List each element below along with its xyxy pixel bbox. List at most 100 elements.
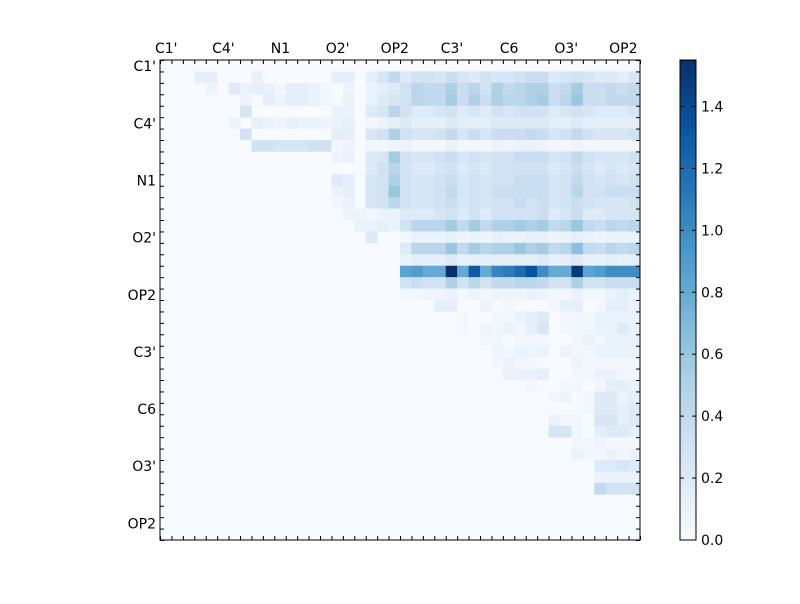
heatmap-cell <box>594 437 607 449</box>
heatmap-cell <box>480 128 492 141</box>
heatmap-cell <box>342 94 355 107</box>
heatmap-cell <box>594 391 607 404</box>
heatmap-cell <box>228 117 241 129</box>
heatmap-cell <box>628 460 641 472</box>
heatmap-cell <box>400 117 412 129</box>
heatmap-cell <box>525 254 538 267</box>
heatmap-cell <box>285 140 298 152</box>
heatmap-cell <box>594 208 607 221</box>
heatmap-cell <box>468 242 481 255</box>
heatmap-cell <box>537 220 549 232</box>
heatmap-cell <box>468 117 481 129</box>
heatmap-cell <box>388 105 401 118</box>
heatmap-cell <box>434 185 447 198</box>
heatmap-cell <box>342 140 355 152</box>
heatmap-cell <box>262 94 275 107</box>
heatmap-cell <box>514 151 527 164</box>
y-tick-label: C1' <box>133 59 156 75</box>
heatmap-cell <box>411 208 424 221</box>
heatmap-cell <box>445 174 458 187</box>
heatmap-cell <box>605 437 618 449</box>
heatmap-cell <box>537 140 549 152</box>
heatmap-cell <box>594 220 607 232</box>
heatmap-cell <box>411 185 424 198</box>
heatmap-cell <box>422 254 435 267</box>
heatmap-cell <box>491 71 504 84</box>
heatmap-cell <box>537 128 549 141</box>
heatmap-cell <box>491 220 504 232</box>
heatmap-cell <box>525 185 538 198</box>
heatmap-cell <box>457 174 469 187</box>
heatmap-cell <box>617 345 629 358</box>
heatmap-cell <box>365 185 378 198</box>
heatmap-cell <box>571 437 584 449</box>
heatmap-cell <box>560 174 572 187</box>
heatmap-cell <box>205 71 218 84</box>
heatmap-cell <box>491 265 504 278</box>
heatmap-cell <box>628 128 641 141</box>
axis-ticks <box>160 60 641 541</box>
heatmap-cell <box>560 300 572 312</box>
heatmap-cell <box>594 162 607 175</box>
x-tick-label: OP2 <box>381 41 409 57</box>
heatmap-cell <box>502 185 515 198</box>
heatmap-cell <box>308 140 321 152</box>
heatmap-cell <box>537 242 549 255</box>
heatmap-cell <box>274 140 287 152</box>
heatmap-cell <box>525 242 538 255</box>
heatmap-cell <box>617 402 629 415</box>
heatmap-cell <box>434 288 447 301</box>
heatmap-cell <box>388 162 401 175</box>
heatmap-cell <box>560 71 572 84</box>
heatmap-cell <box>308 117 321 129</box>
heatmap-cell <box>491 242 504 255</box>
heatmap-cell <box>594 288 607 301</box>
heatmap-cell <box>411 162 424 175</box>
heatmap-cell <box>342 105 355 118</box>
heatmap-cell <box>400 231 412 244</box>
heatmap-cell <box>411 82 424 95</box>
heatmap-cell <box>411 105 424 118</box>
heatmap-cell <box>365 151 378 164</box>
heatmap-cell <box>571 162 584 175</box>
heatmap-cell <box>582 197 595 209</box>
heatmap-cell <box>377 140 389 152</box>
heatmap-cell <box>491 322 504 335</box>
heatmap-cell <box>560 117 572 129</box>
heatmap-cell <box>582 220 595 232</box>
heatmap-cell <box>628 482 641 495</box>
heatmap-cell <box>605 460 618 472</box>
heatmap-cell <box>571 322 584 335</box>
heatmap-cell <box>480 197 492 209</box>
heatmap-cell <box>628 117 641 129</box>
heatmap-cell <box>262 140 275 152</box>
heatmap-cell <box>514 94 527 107</box>
heatmap-cell <box>548 82 561 95</box>
y-tick-label: OP2 <box>128 288 156 304</box>
heatmap-cell <box>434 254 447 267</box>
heatmap-cell <box>525 265 538 278</box>
heatmap-cell <box>594 265 607 278</box>
heatmap-cell <box>582 288 595 301</box>
heatmap-cell <box>377 94 389 107</box>
heatmap-cell <box>548 128 561 141</box>
heatmap-cell <box>617 71 629 84</box>
heatmap-cell <box>617 471 629 484</box>
heatmap-cell <box>480 300 492 312</box>
heatmap-cell <box>582 140 595 152</box>
heatmap-cell <box>445 162 458 175</box>
heatmap-cell <box>571 425 584 438</box>
heatmap-cell <box>617 482 629 495</box>
y-tick-label: O3' <box>132 459 156 475</box>
heatmap-cell <box>525 357 538 369</box>
heatmap-cell <box>320 140 332 152</box>
heatmap-cell <box>514 185 527 198</box>
heatmap-cell <box>525 322 538 335</box>
heatmap-cell <box>514 254 527 267</box>
heatmap-cell <box>537 71 549 84</box>
heatmap-cell <box>560 140 572 152</box>
x-tick-label: OP2 <box>609 41 637 57</box>
heatmap-cell <box>320 117 332 129</box>
heatmap-cell <box>537 231 549 244</box>
